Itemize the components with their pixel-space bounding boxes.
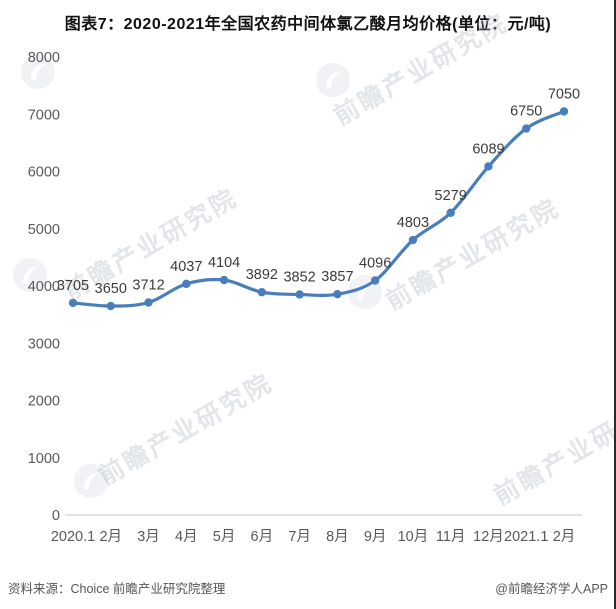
data-point-marker — [408, 235, 418, 245]
data-label: 5279 — [435, 188, 467, 204]
data-label: 6089 — [472, 141, 504, 157]
data-point-marker — [370, 276, 380, 285]
x-tick-label: 7月 — [288, 529, 311, 545]
x-tick-label: 2020.1 — [51, 529, 95, 545]
right-edge-border — [614, 0, 616, 609]
x-tick-label: 6月 — [251, 529, 274, 545]
x-tick-label: 2月 — [553, 529, 576, 545]
data-point-marker — [106, 301, 115, 311]
data-point-marker — [182, 279, 191, 289]
data-label: 6750 — [510, 104, 542, 120]
data-point-marker — [522, 124, 531, 133]
y-tick-label: 7000 — [28, 107, 60, 123]
y-tick-label: 8000 — [28, 50, 60, 66]
y-tick-label: 1000 — [28, 451, 60, 467]
data-label: 3705 — [57, 278, 89, 294]
data-point-marker — [144, 298, 153, 307]
data-point-marker — [219, 275, 229, 285]
source-text: 资料来源：Choice 前瞻产业研究院整理 — [8, 582, 226, 596]
x-tick-label: 12月 — [473, 529, 504, 545]
x-tick-label: 3月 — [137, 529, 160, 545]
data-label: 3892 — [246, 267, 278, 283]
x-tick-label: 5月 — [213, 529, 236, 545]
data-point-marker — [333, 289, 342, 299]
data-point-marker — [446, 208, 455, 217]
x-tick-label: 4月 — [175, 529, 198, 545]
data-label: 3857 — [321, 269, 353, 285]
y-tick-label: 4000 — [28, 279, 60, 295]
y-tick-label: 0 — [52, 508, 60, 524]
data-label: 4037 — [170, 259, 202, 275]
data-label: 4104 — [208, 255, 240, 271]
data-point-marker — [484, 162, 493, 171]
data-point-marker — [295, 290, 304, 299]
data-label: 4096 — [359, 256, 391, 272]
data-label: 7050 — [548, 86, 580, 102]
y-tick-label: 5000 — [28, 222, 60, 238]
data-label: 3712 — [132, 277, 164, 293]
x-tick-label: 2月 — [99, 529, 122, 545]
y-tick-label: 6000 — [28, 165, 60, 181]
footer: 资料来源：Choice 前瞻产业研究院整理 @前瞻经济学人APP — [0, 576, 616, 598]
x-tick-label: 10月 — [398, 529, 429, 545]
data-point-marker — [559, 107, 569, 116]
x-tick-label: 8月 — [326, 529, 349, 545]
data-label: 3852 — [283, 269, 315, 285]
data-point-marker — [68, 298, 78, 308]
data-label: 4803 — [397, 215, 429, 231]
credit-text: @前瞻经济学人APP — [495, 582, 608, 596]
chart-title: 图表7：2020-2021年全国农药中间体氯乙酸月均价格(单位：元/吨) — [64, 16, 552, 33]
y-tick-label: 2000 — [28, 394, 60, 410]
x-tick-label: 2021.1 — [504, 529, 548, 545]
y-tick-label: 3000 — [28, 336, 60, 352]
x-tick-label: 9月 — [364, 529, 387, 545]
data-point-marker — [257, 287, 267, 297]
data-label: 3650 — [95, 281, 127, 297]
x-tick-label: 11月 — [436, 529, 466, 545]
